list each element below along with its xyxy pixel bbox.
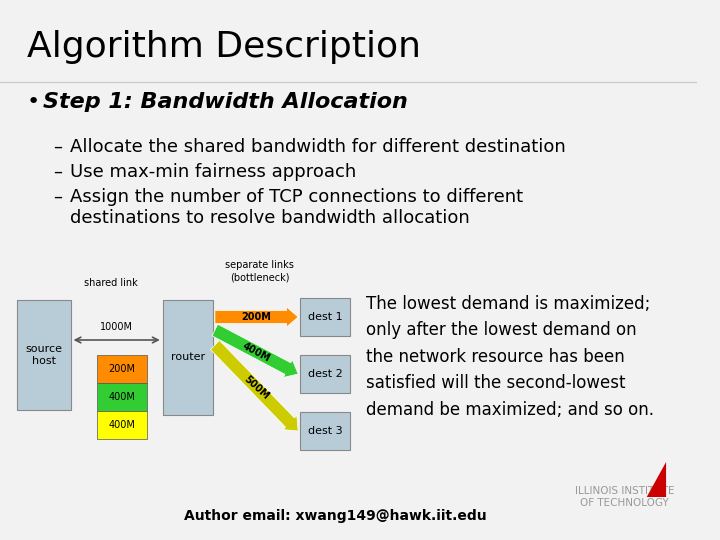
FancyArrow shape: [210, 340, 298, 431]
Text: dest 2: dest 2: [308, 369, 343, 379]
FancyBboxPatch shape: [300, 355, 351, 393]
Text: 500M: 500M: [242, 374, 271, 402]
Text: –: –: [53, 188, 62, 206]
FancyArrow shape: [212, 324, 298, 377]
FancyArrow shape: [215, 307, 298, 327]
FancyBboxPatch shape: [96, 383, 147, 411]
Text: 200M: 200M: [242, 312, 271, 322]
Text: Step 1: Bandwidth Allocation: Step 1: Bandwidth Allocation: [42, 92, 408, 112]
Text: shared link: shared link: [84, 278, 138, 288]
Text: 400M: 400M: [109, 392, 135, 402]
Text: Use max-min fairness approach: Use max-min fairness approach: [70, 163, 356, 181]
Text: 1000M: 1000M: [99, 322, 132, 332]
FancyBboxPatch shape: [96, 355, 147, 383]
Text: Allocate the shared bandwidth for different destination: Allocate the shared bandwidth for differ…: [70, 138, 565, 156]
FancyBboxPatch shape: [163, 300, 213, 415]
Text: Algorithm Description: Algorithm Description: [27, 30, 421, 64]
FancyBboxPatch shape: [96, 411, 147, 439]
Text: Assign the number of TCP connections to different
destinations to resolve bandwi: Assign the number of TCP connections to …: [70, 188, 523, 227]
Text: The lowest demand is maximized;
only after the lowest demand on
the network reso: The lowest demand is maximized; only aft…: [366, 295, 654, 418]
Text: dest 1: dest 1: [308, 312, 343, 322]
Text: router: router: [171, 353, 205, 362]
Text: –: –: [53, 163, 62, 181]
Text: –: –: [53, 138, 62, 156]
Polygon shape: [647, 462, 666, 497]
Text: ILLINOIS INSTITUTE
OF TECHNOLOGY: ILLINOIS INSTITUTE OF TECHNOLOGY: [575, 485, 674, 508]
Text: separate links
(bottleneck): separate links (bottleneck): [225, 260, 294, 282]
FancyBboxPatch shape: [300, 412, 351, 450]
Text: Author email: xwang149@hawk.iit.edu: Author email: xwang149@hawk.iit.edu: [184, 509, 487, 523]
Text: 400M: 400M: [241, 341, 272, 363]
FancyBboxPatch shape: [17, 300, 71, 410]
Text: 200M: 200M: [109, 364, 135, 374]
Text: source
host: source host: [25, 344, 63, 366]
Text: dest 3: dest 3: [308, 426, 343, 436]
Text: •: •: [27, 92, 40, 112]
Text: 400M: 400M: [109, 420, 135, 430]
FancyBboxPatch shape: [300, 298, 351, 336]
